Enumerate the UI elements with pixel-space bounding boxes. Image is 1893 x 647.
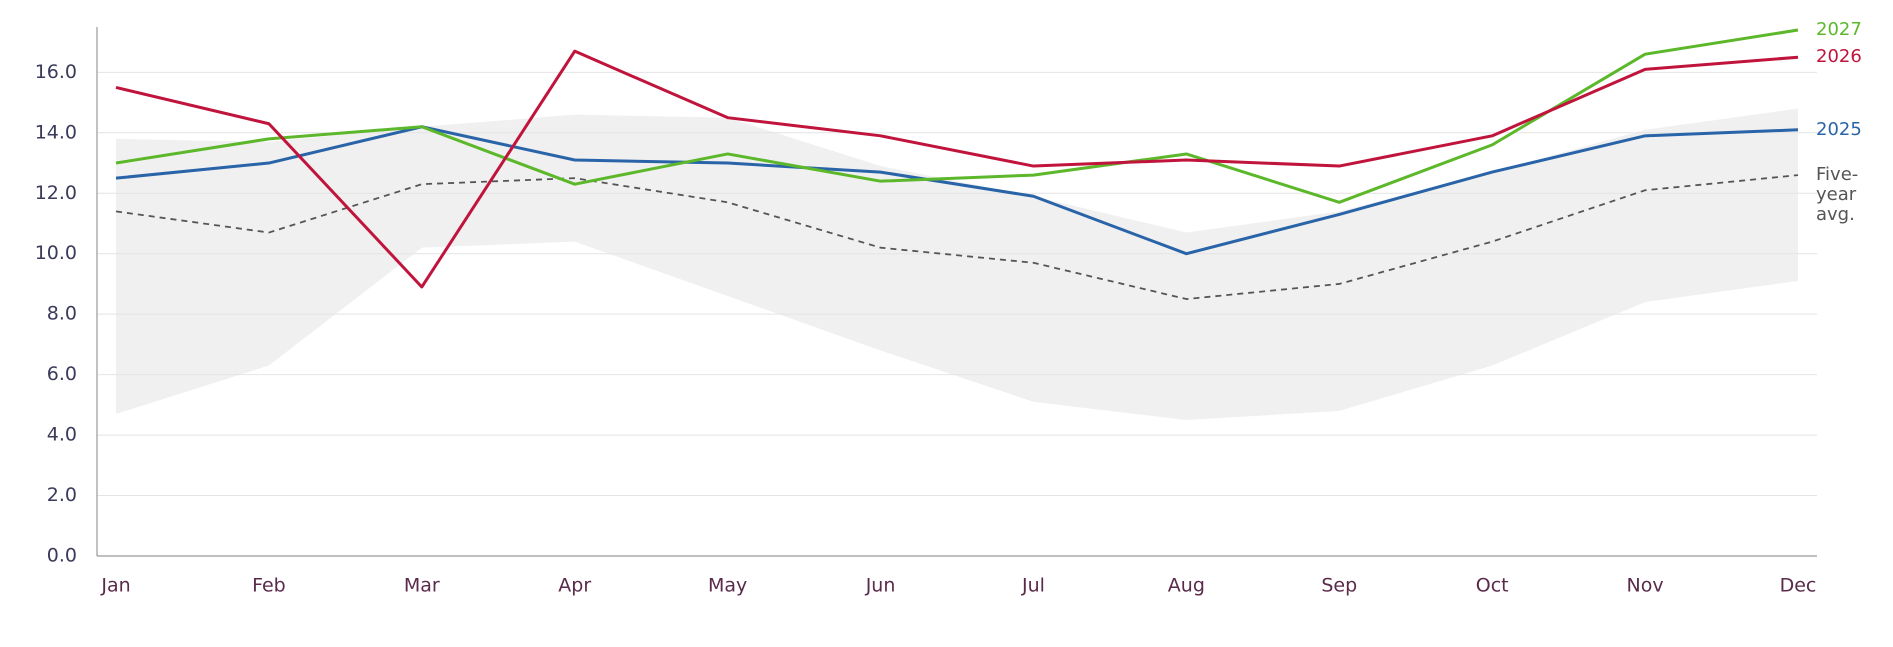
x-tick-label: Mar: [404, 575, 440, 597]
y-tick-label: 10.0: [35, 242, 77, 264]
x-tick-label: Aug: [1168, 575, 1205, 597]
y-tick-label: 4.0: [47, 424, 77, 446]
y-tick-label: 8.0: [47, 303, 77, 325]
series-label: Five-year avg.: [1816, 164, 1859, 226]
x-tick-label: Apr: [558, 575, 591, 597]
x-tick-label: Sep: [1321, 575, 1357, 597]
y-tick-label: 6.0: [47, 363, 77, 385]
series-label: 2027: [1816, 19, 1862, 41]
series-label: 2025: [1816, 118, 1862, 140]
x-tick-label: May: [708, 575, 747, 597]
range-band: [116, 108, 1798, 420]
y-tick-label: 16.0: [35, 61, 77, 83]
x-tick-label: Dec: [1780, 575, 1817, 597]
y-tick-label: 12.0: [35, 182, 77, 204]
x-tick-label: Jun: [865, 575, 896, 597]
y-tick-label: 2.0: [47, 484, 77, 506]
series-line: [115, 28, 1799, 204]
x-tick-label: Oct: [1476, 575, 1509, 597]
y-tick-label: 0.0: [47, 545, 77, 567]
series-line: [115, 125, 1799, 256]
x-tick-label: Nov: [1627, 575, 1664, 597]
y-tick-label: 14.0: [35, 121, 77, 143]
x-tick-label: Jan: [100, 575, 130, 597]
x-tick-label: Feb: [252, 575, 286, 597]
series-line: [115, 49, 1799, 289]
series-label: 2026: [1816, 46, 1862, 68]
series-line: [115, 174, 1799, 300]
x-tick-label: Jul: [1021, 575, 1045, 597]
